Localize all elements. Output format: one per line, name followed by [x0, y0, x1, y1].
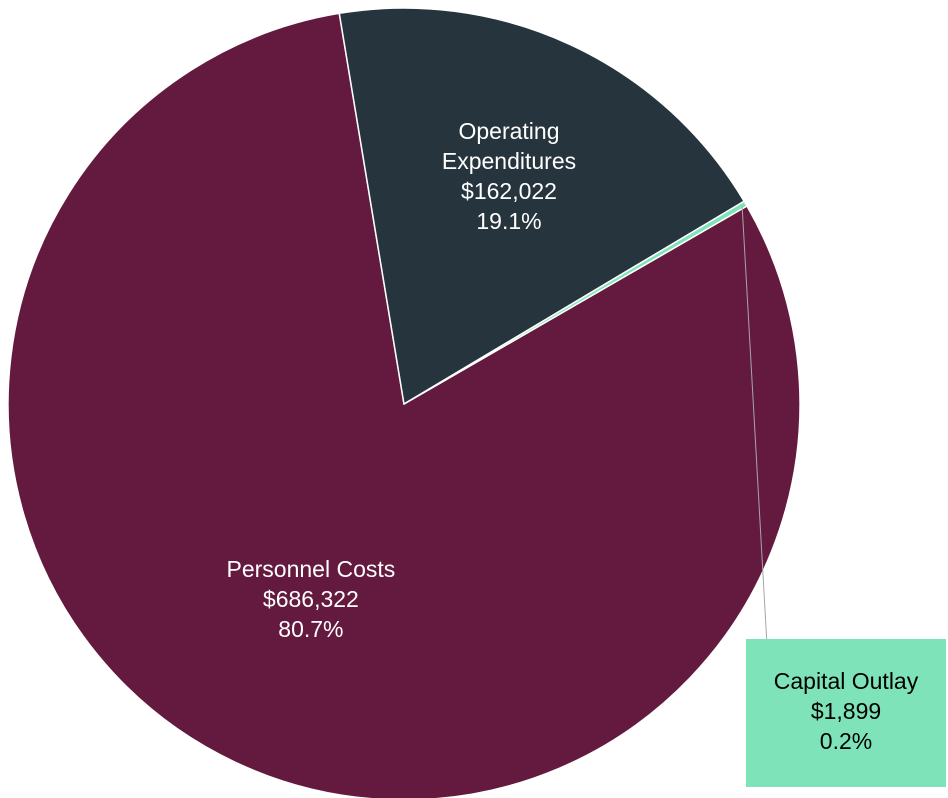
- slice-operating-expenditures: [338, 7, 745, 405]
- slice-capital-outlay: [403, 200, 748, 405]
- pie-callouts: [741, 205, 946, 787]
- slice-percent-label: 19.1%: [476, 208, 541, 234]
- slice-percent-label: 80.7%: [278, 616, 343, 642]
- pie-labels: Personnel Costs $686,322 80.7% Operating Exp…: [227, 118, 919, 754]
- slice-percent-label: 0.2%: [820, 728, 872, 754]
- pie-slices: [7, 7, 801, 798]
- slice-value-label: $1,899: [811, 698, 881, 724]
- slice-name-label: Capital Outlay: [774, 668, 919, 694]
- slice-name-label: Operating: [458, 118, 559, 144]
- slice-personnel-costs: [7, 12, 801, 798]
- slice-name-label: Expenditures: [442, 148, 576, 174]
- slice-value-label: $162,022: [461, 178, 557, 204]
- slice-name-label: Personnel Costs: [227, 556, 396, 582]
- slice-value-label: $686,322: [263, 586, 359, 612]
- callout-box-capital-outlay: [746, 639, 946, 787]
